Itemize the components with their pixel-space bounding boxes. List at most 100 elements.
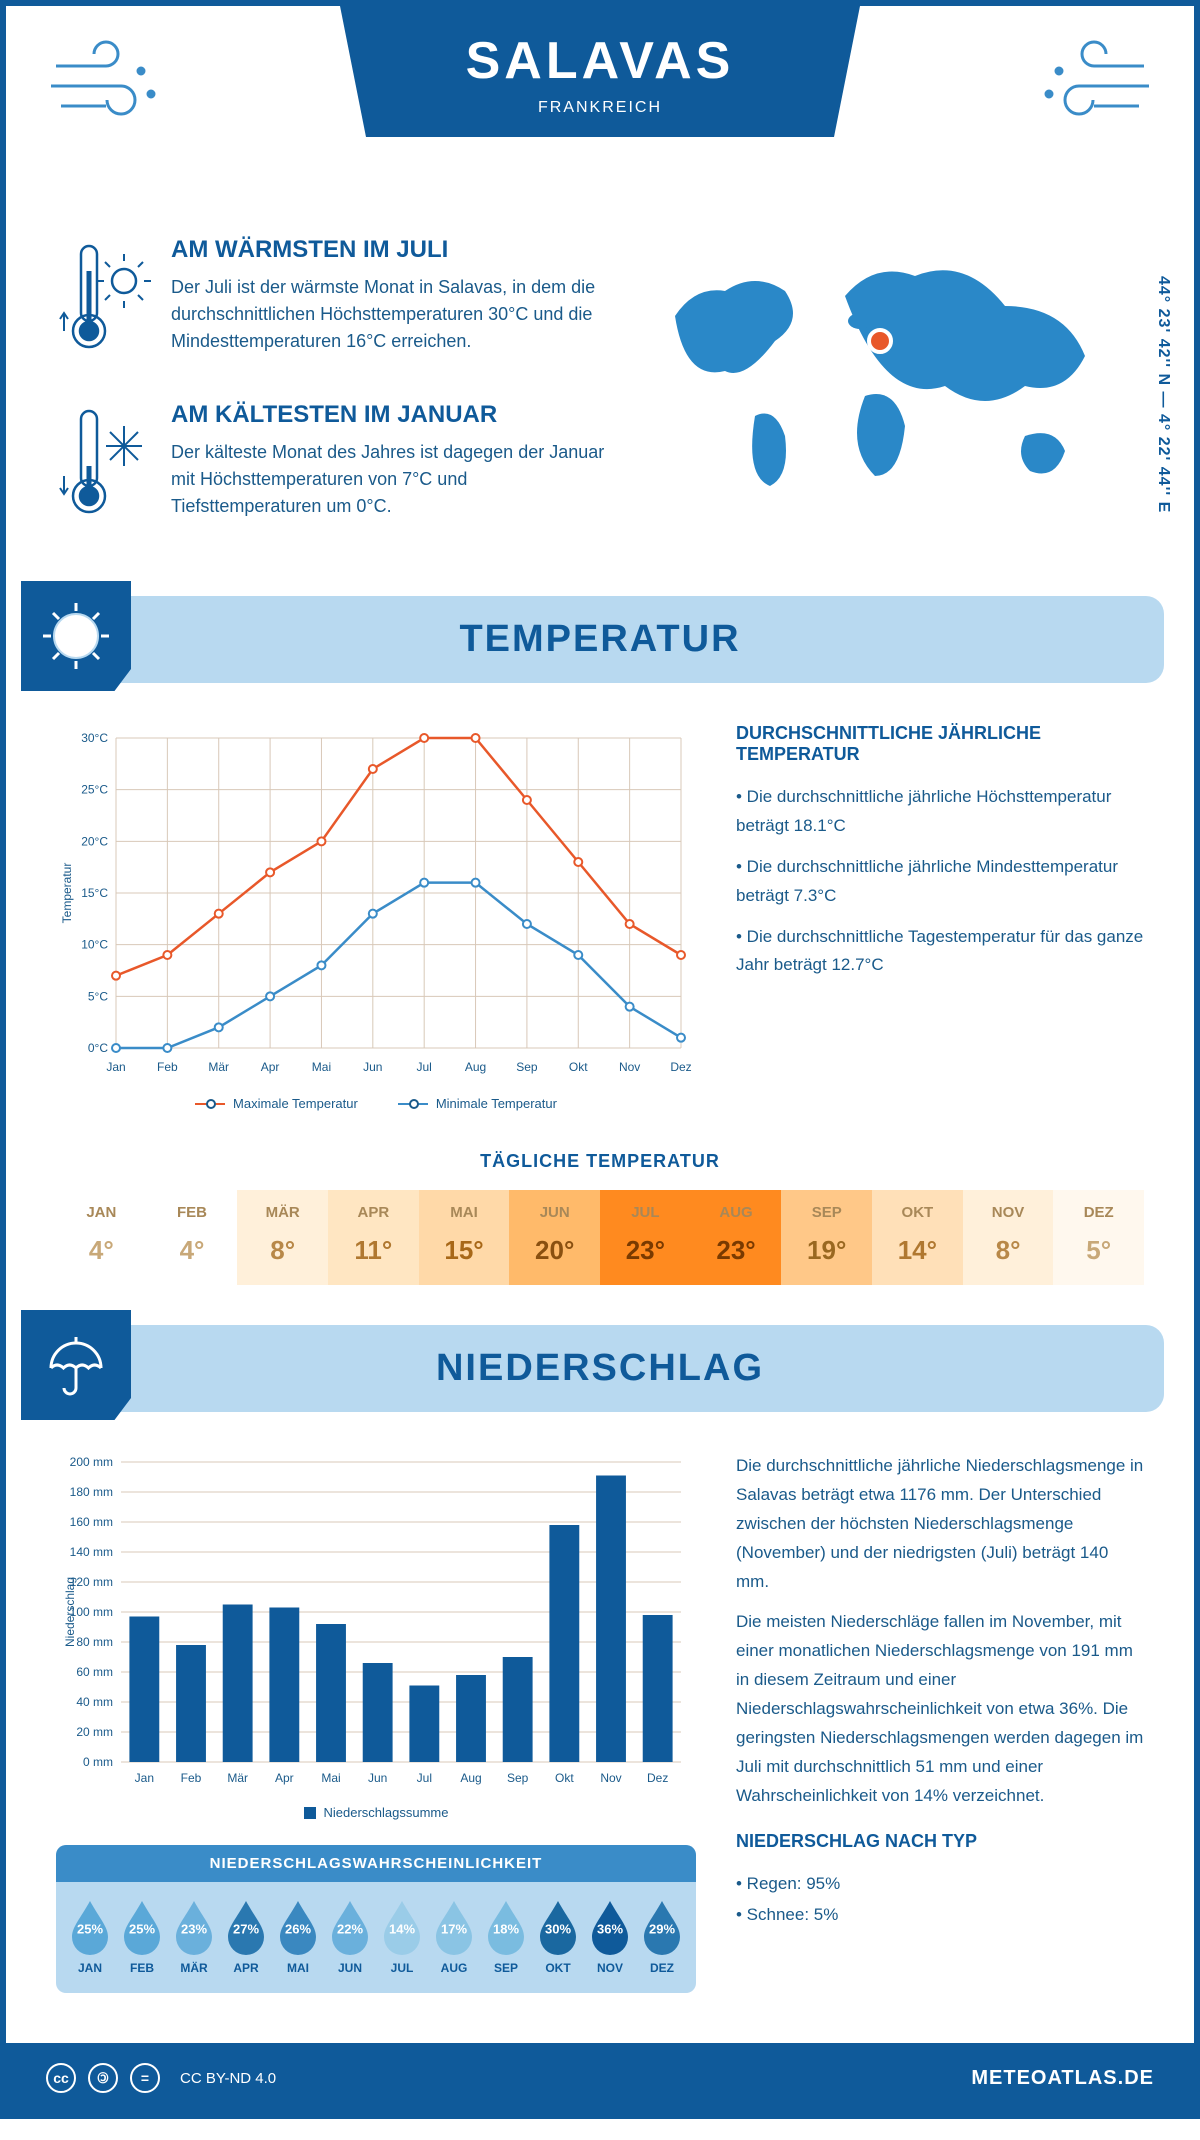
drop-month: JUL: [376, 1961, 428, 1975]
coordinates: 44° 23' 42'' N — 4° 22' 44'' E: [1154, 276, 1172, 513]
daily-month: OKT: [872, 1204, 963, 1221]
precip-legend-label: Niederschlagssumme: [324, 1805, 449, 1820]
drop-month: OKT: [532, 1961, 584, 1975]
temp-bullet-3: • Die durchschnittliche Tagestemperatur …: [736, 923, 1144, 981]
svg-text:Temperatur: Temperatur: [60, 863, 74, 924]
precip-type-title: NIEDERSCHLAG NACH TYP: [736, 1831, 1144, 1852]
daily-cell: FEB 4°: [147, 1190, 238, 1285]
svg-text:20°C: 20°C: [81, 834, 108, 848]
daily-value: 14°: [872, 1235, 963, 1266]
daily-value: 23°: [691, 1235, 782, 1266]
brand: METEOATLAS.DE: [971, 2067, 1154, 2090]
warm-block: AM WÄRMSTEN IM JULI Der Juli ist der wär…: [56, 236, 605, 371]
temperature-heading: TEMPERATUR: [36, 618, 1164, 661]
cold-desc: Der kälteste Monat des Jahres ist dagege…: [171, 439, 605, 520]
svg-text:Sep: Sep: [516, 1060, 538, 1074]
svg-text:Jun: Jun: [368, 1771, 387, 1785]
daily-month: MAI: [419, 1204, 510, 1221]
svg-text:0°C: 0°C: [88, 1041, 108, 1055]
precip-type-1: • Regen: 95%: [736, 1870, 1144, 1899]
cold-text: AM KÄLTESTEN IM JANUAR Der kälteste Mona…: [171, 401, 605, 536]
svg-text:Mär: Mär: [208, 1060, 229, 1074]
raindrop-icon: 27%: [224, 1897, 268, 1955]
daily-month: JUN: [509, 1204, 600, 1221]
daily-cell: JUN 20°: [509, 1190, 600, 1285]
prob-drops: 25% JAN 25% FEB 23% MÄR 27% APR 26% MAI: [56, 1882, 696, 1975]
world-map-icon: [645, 236, 1125, 516]
wind-icon-right: [1024, 36, 1154, 141]
drop-pct: 26%: [285, 1921, 311, 1936]
svg-text:Jan: Jan: [106, 1060, 125, 1074]
wind-icon-left: [46, 36, 176, 141]
daily-cell: JAN 4°: [56, 1190, 147, 1285]
drop-month: APR: [220, 1961, 272, 1975]
cold-title: AM KÄLTESTEN IM JANUAR: [171, 401, 605, 429]
svg-text:Niederschlag: Niederschlag: [63, 1577, 77, 1647]
daily-value: 4°: [56, 1235, 147, 1266]
daily-title: TÄGLICHE TEMPERATUR: [6, 1151, 1194, 1172]
country: FRANKREICH: [340, 99, 860, 117]
raindrop-icon: 30%: [536, 1897, 580, 1955]
temperature-band: TEMPERATUR: [36, 596, 1164, 683]
svg-text:Mai: Mai: [321, 1771, 340, 1785]
intro-left: AM WÄRMSTEN IM JULI Der Juli ist der wär…: [56, 236, 605, 566]
raindrop-icon: 29%: [640, 1897, 684, 1955]
daily-month: JAN: [56, 1204, 147, 1221]
svg-text:Dez: Dez: [670, 1060, 691, 1074]
drop-item: 27% APR: [220, 1897, 272, 1975]
umbrella-icon: [21, 1310, 131, 1420]
raindrop-icon: 18%: [484, 1897, 528, 1955]
svg-text:180 mm: 180 mm: [70, 1485, 113, 1499]
svg-text:Jun: Jun: [363, 1060, 382, 1074]
svg-text:10°C: 10°C: [81, 938, 108, 952]
svg-text:25°C: 25°C: [81, 783, 108, 797]
drop-month: NOV: [584, 1961, 636, 1975]
prob-title: NIEDERSCHLAGSWAHRSCHEINLICHKEIT: [56, 1845, 696, 1882]
drop-item: 36% NOV: [584, 1897, 636, 1975]
svg-text:20 mm: 20 mm: [76, 1725, 113, 1739]
intro-right: 44° 23' 42'' N — 4° 22' 44'' E: [645, 236, 1144, 566]
drop-month: MÄR: [168, 1961, 220, 1975]
daily-cell: OKT 14°: [872, 1190, 963, 1285]
drop-item: 17% AUG: [428, 1897, 480, 1975]
svg-text:Jul: Jul: [417, 1060, 432, 1074]
nd-icon: =: [130, 2063, 160, 2093]
svg-text:Apr: Apr: [275, 1771, 294, 1785]
svg-text:15°C: 15°C: [81, 886, 108, 900]
svg-text:160 mm: 160 mm: [70, 1515, 113, 1529]
prob-box: NIEDERSCHLAGSWAHRSCHEINLICHKEIT 25% JAN …: [56, 1845, 696, 1993]
daily-value: 19°: [781, 1235, 872, 1266]
raindrop-icon: 17%: [432, 1897, 476, 1955]
daily-month: NOV: [963, 1204, 1054, 1221]
daily-value: 11°: [328, 1235, 419, 1266]
raindrop-icon: 25%: [68, 1897, 112, 1955]
drop-pct: 25%: [77, 1921, 103, 1936]
drop-item: 14% JUL: [376, 1897, 428, 1975]
daily-temp-grid: JAN 4° FEB 4° MÄR 8° APR 11° MAI 15° JUN…: [56, 1190, 1144, 1285]
daily-month: APR: [328, 1204, 419, 1221]
daily-month: MÄR: [237, 1204, 328, 1221]
by-icon: 🄯: [88, 2063, 118, 2093]
drop-item: 23% MÄR: [168, 1897, 220, 1975]
raindrop-icon: 22%: [328, 1897, 372, 1955]
thermometer-hot-icon: [56, 236, 151, 371]
legend-max: Maximale Temperatur: [233, 1096, 358, 1111]
drop-pct: 29%: [649, 1921, 675, 1936]
svg-text:Aug: Aug: [465, 1060, 486, 1074]
raindrop-icon: 23%: [172, 1897, 216, 1955]
drop-pct: 22%: [337, 1921, 363, 1936]
svg-text:Okt: Okt: [569, 1060, 588, 1074]
raindrop-icon: 26%: [276, 1897, 320, 1955]
raindrop-icon: 25%: [120, 1897, 164, 1955]
drop-pct: 27%: [233, 1921, 259, 1936]
drop-item: 25% JAN: [64, 1897, 116, 1975]
drop-month: AUG: [428, 1961, 480, 1975]
drop-item: 30% OKT: [532, 1897, 584, 1975]
precip-p2: Die meisten Niederschläge fallen im Nove…: [736, 1608, 1144, 1810]
title-banner: SALAVAS FRANKREICH: [340, 6, 860, 137]
daily-value: 8°: [237, 1235, 328, 1266]
svg-text:Nov: Nov: [619, 1060, 640, 1074]
daily-cell: MÄR 8°: [237, 1190, 328, 1285]
license-text: CC BY-ND 4.0: [180, 2070, 276, 2087]
temp-legend: Maximale Temperatur Minimale Temperatur: [56, 1096, 696, 1111]
